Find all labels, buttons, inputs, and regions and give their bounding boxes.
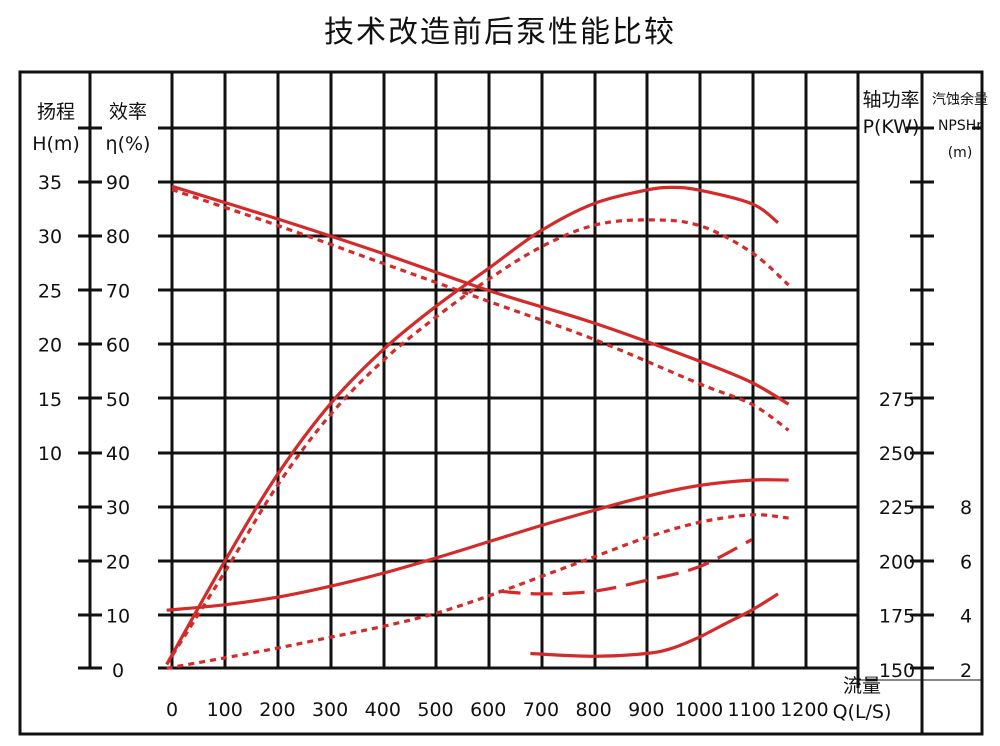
curve-efficiency-solid [165, 185, 780, 666]
npsh-axis-symbol: NPSHr [938, 118, 982, 134]
head-tick-label-10: 10 [38, 443, 62, 465]
curve-power-solid [166, 478, 789, 612]
x-tick-label-400: 400 [365, 699, 401, 721]
x-tick-label-0: 0 [166, 699, 178, 721]
curve-head-solid [171, 184, 790, 406]
efficiency-tick-label-70: 70 [106, 280, 130, 302]
efficiency-axis-title: 效率 [109, 101, 147, 123]
x-tick-label-600: 600 [470, 699, 506, 721]
head-axis-unit: H(m) [32, 133, 80, 155]
npsh-tick-label-4: 4 [960, 606, 972, 628]
x-tick-label-900: 900 [628, 699, 664, 721]
power-tick-label-250: 250 [879, 443, 915, 465]
efficiency-tick-label-50: 50 [106, 389, 130, 411]
efficiency-tick-label-40: 40 [106, 443, 130, 465]
power-tick-label-200: 200 [879, 551, 915, 573]
head-tick-label-25: 25 [38, 280, 62, 302]
x-tick-label-800: 800 [575, 699, 611, 721]
power-axis-title: 轴功率 [862, 89, 919, 111]
efficiency-tick-label-30: 30 [106, 497, 130, 519]
x-tick-label-700: 700 [523, 699, 559, 721]
head-axis-title: 扬程 [37, 101, 75, 123]
efficiency-tick-label-80: 80 [106, 226, 130, 248]
x-tick-label-1000: 1000 [675, 699, 723, 721]
power-axis-unit: P(KW) [863, 116, 920, 138]
x-tick-label-1200: 1200 [780, 699, 828, 721]
npsh-axis-unit: (m) [948, 145, 973, 161]
efficiency-tick-label-20: 20 [106, 551, 130, 573]
efficiency-tick-label-90: 90 [106, 172, 130, 194]
efficiency-tick-label-60: 60 [106, 335, 130, 357]
curve-efficiency-dotted [165, 218, 790, 666]
flow-axis-title: 流量 [843, 675, 881, 697]
efficiency-axis-unit: η(%) [106, 133, 151, 155]
x-tick-label-300: 300 [312, 699, 348, 721]
chart-frame [18, 70, 984, 736]
head-tick-label-35: 35 [38, 172, 62, 194]
curve-head-dotted [171, 188, 790, 432]
x-tick-label-1100: 1100 [728, 699, 776, 721]
head-tick-label-15: 15 [38, 389, 62, 411]
npsh-axis-title: 汽蚀余量 [932, 91, 988, 108]
power-tick-label-225: 225 [879, 497, 915, 519]
chart-title: 技术改造前后泵性能比较 [324, 15, 676, 50]
head-tick-label-30: 30 [38, 226, 62, 248]
curve-npsh-dashed [498, 538, 753, 596]
npsh-tick-label-8: 8 [960, 497, 972, 519]
tick-labels: 0 100 200 300 400 500 600 700 800 900 1000 1100 1200… [38, 172, 972, 721]
curves [165, 184, 790, 670]
flow-axis-unit: Q(L/S) [833, 701, 892, 723]
efficiency-tick-label-0: 0 [112, 660, 124, 682]
axis-headers: 扬程 H(m) 效率 η(%) 轴功率 P(KW) 汽蚀余量 NPSHr (m)… [32, 89, 988, 723]
npsh-tick-label-6: 6 [960, 551, 972, 573]
power-tick-label-175: 175 [879, 606, 915, 628]
power-tick-label-275: 275 [879, 389, 915, 411]
npsh-tick-label-2: 2 [960, 660, 972, 682]
power-tick-label-150: 150 [879, 660, 915, 682]
curve-npsh-solid [530, 592, 779, 658]
x-tick-label-100: 100 [207, 699, 243, 721]
curve-power-dotted [166, 513, 789, 670]
x-tick-label-200: 200 [259, 699, 295, 721]
efficiency-tick-label-10: 10 [106, 606, 130, 628]
grid [18, 70, 984, 736]
head-tick-label-20: 20 [38, 335, 62, 357]
x-tick-label-500: 500 [417, 699, 453, 721]
